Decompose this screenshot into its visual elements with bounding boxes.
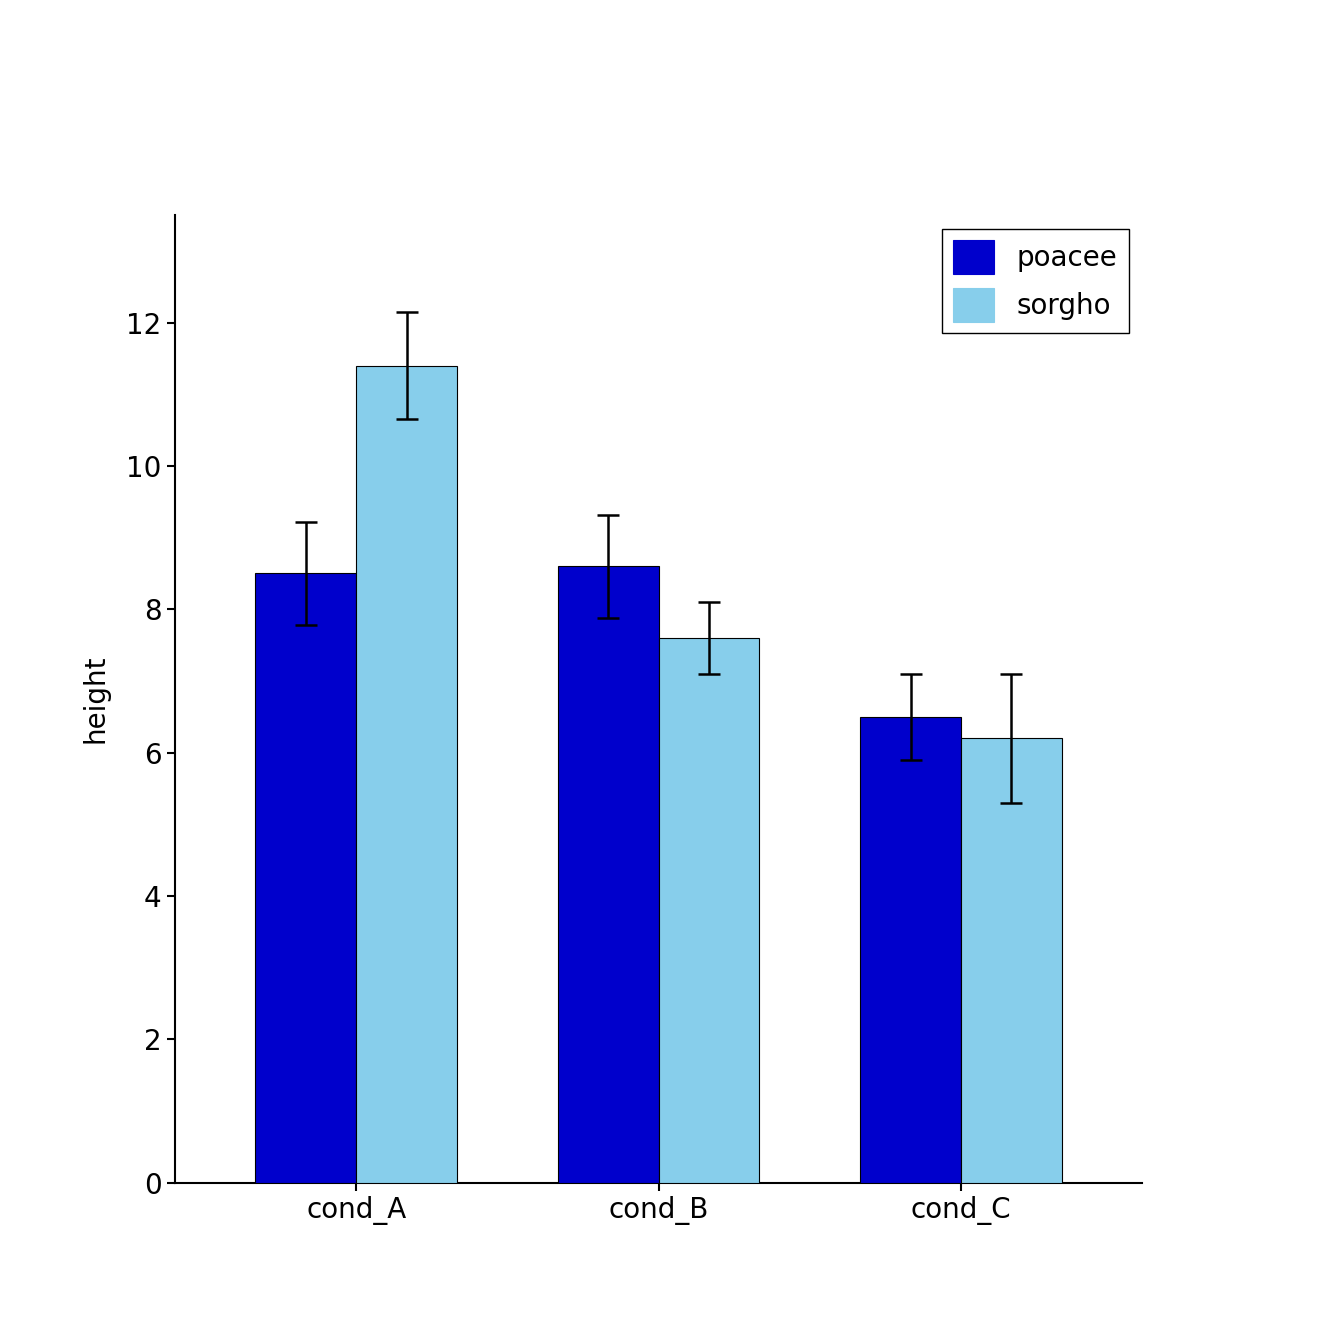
Bar	[356, 366, 457, 1183]
Bar	[961, 738, 1062, 1183]
Bar	[659, 638, 759, 1183]
Bar	[558, 566, 659, 1183]
Y-axis label: height: height	[82, 655, 109, 743]
Legend: poacee, sorgho: poacee, sorgho	[942, 228, 1129, 333]
Bar	[255, 574, 356, 1183]
Bar	[860, 716, 961, 1183]
